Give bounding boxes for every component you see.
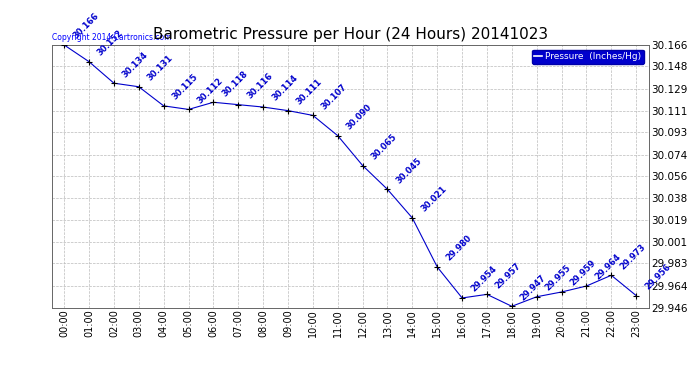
Text: 30.115: 30.115: [170, 72, 200, 102]
Text: 30.152: 30.152: [96, 28, 126, 57]
Text: 30.021: 30.021: [420, 184, 448, 214]
Text: 30.045: 30.045: [395, 156, 424, 185]
Text: 29.964: 29.964: [593, 253, 622, 282]
Text: 30.166: 30.166: [71, 12, 100, 41]
Text: 30.114: 30.114: [270, 74, 299, 103]
Text: 30.107: 30.107: [320, 82, 349, 111]
Text: 30.090: 30.090: [345, 102, 374, 132]
Text: 30.116: 30.116: [245, 71, 275, 100]
Text: 29.973: 29.973: [618, 242, 647, 271]
Text: 30.112: 30.112: [195, 76, 225, 105]
Text: 29.957: 29.957: [494, 261, 523, 290]
Text: 30.131: 30.131: [146, 53, 175, 82]
Text: 29.980: 29.980: [444, 234, 473, 263]
Text: 30.111: 30.111: [295, 77, 324, 106]
Text: 30.065: 30.065: [370, 132, 399, 161]
Title: Barometric Pressure per Hour (24 Hours) 20141023: Barometric Pressure per Hour (24 Hours) …: [152, 27, 548, 42]
Text: 29.955: 29.955: [544, 263, 573, 292]
Text: 29.956: 29.956: [643, 262, 672, 291]
Text: 29.959: 29.959: [569, 259, 598, 288]
Text: Copyright 2014 Cartronics.com: Copyright 2014 Cartronics.com: [52, 33, 171, 42]
Text: 30.118: 30.118: [220, 69, 250, 98]
Legend: Pressure  (Inches/Hg): Pressure (Inches/Hg): [532, 50, 644, 64]
Text: 29.947: 29.947: [519, 273, 548, 302]
Text: 29.954: 29.954: [469, 264, 498, 294]
Text: 30.134: 30.134: [121, 50, 150, 79]
